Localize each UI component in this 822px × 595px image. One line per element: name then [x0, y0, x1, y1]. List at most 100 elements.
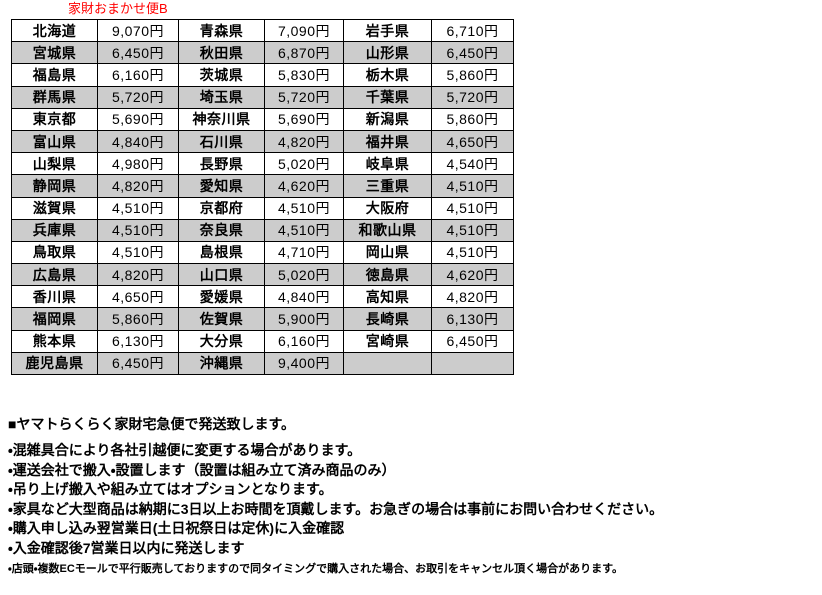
table-row: 福島県 6,160円 茨城県 5,830円 栃木県 5,860円: [11, 63, 514, 87]
prefecture-name-cell: 佐賀県: [178, 307, 265, 331]
shipping-fee-cell: 4,620円: [431, 263, 514, 287]
shipping-fee-cell: 6,130円: [431, 307, 514, 331]
table-row: 群馬県 5,720円 埼玉県 5,720円 千葉県 5,720円: [11, 85, 514, 109]
table-row: 熊本県 6,130円 大分県 6,160円 宮崎県 6,450円: [11, 329, 514, 353]
prefecture-name-cell: 宮城県: [11, 41, 98, 65]
shipping-fee-cell: 6,450円: [97, 41, 179, 65]
table-row: 山梨県 4,980円 長野県 5,020円 岐阜県 4,540円: [11, 152, 514, 176]
shipping-fee-cell: 4,510円: [97, 196, 179, 220]
prefecture-name-cell: 鹿児島県: [11, 351, 98, 376]
prefecture-name-cell: 石川県: [178, 129, 265, 154]
prefecture-name-cell: 埼玉県: [178, 85, 265, 109]
prefecture-name-cell: 福井県: [343, 129, 432, 154]
table-row: 東京都 5,690円 神奈川県 5,690円 新潟県 5,860円: [11, 107, 514, 131]
shipping-fee-cell: 5,020円: [264, 263, 344, 287]
shipping-fee-cell: 4,820円: [97, 263, 179, 287]
shipping-fee-cell: 4,650円: [431, 129, 514, 154]
table-row: 広島県 4,820円 山口県 5,020円 徳島県 4,620円: [11, 263, 514, 287]
empty-cell: [431, 351, 514, 376]
table-row: 宮城県 6,450円 秋田県 6,870円 山形県 6,450円: [11, 41, 514, 65]
shipping-fee-cell: 4,510円: [431, 218, 514, 242]
shipping-fee-cell: 5,720円: [431, 85, 514, 109]
shipping-fee-cell: 4,510円: [431, 196, 514, 220]
shipping-fee-cell: 6,710円: [431, 18, 514, 43]
prefecture-name-cell: 大阪府: [343, 196, 432, 220]
shipping-fee-cell: 6,870円: [264, 41, 344, 65]
shipping-fee-cell: 5,020円: [264, 152, 344, 176]
prefecture-name-cell: 静岡県: [11, 174, 98, 198]
prefecture-name-cell: 熊本県: [11, 329, 98, 353]
shipping-fee-cell: 6,160円: [97, 63, 179, 87]
prefecture-name-cell: 長野県: [178, 152, 265, 176]
shipping-fee-cell: 4,540円: [431, 152, 514, 176]
table-row: 北海道 9,070円 青森県 7,090円 岩手県 6,710円: [11, 18, 514, 43]
prefecture-name-cell: 滋賀県: [11, 196, 98, 220]
prefecture-name-cell: 神奈川県: [178, 107, 265, 131]
shipping-fee-cell: 4,980円: [97, 152, 179, 176]
shipping-fee-cell: 4,650円: [97, 285, 179, 309]
shipping-fee-cell: 5,690円: [264, 107, 344, 131]
prefecture-name-cell: 秋田県: [178, 41, 265, 65]
empty-cell: [343, 351, 432, 376]
prefecture-name-cell: 島根県: [178, 240, 265, 265]
shipping-fee-cell: 5,720円: [97, 85, 179, 109]
prefecture-name-cell: 宮崎県: [343, 329, 432, 353]
prefecture-name-cell: 岩手県: [343, 18, 432, 43]
prefecture-name-cell: 山口県: [178, 263, 265, 287]
prefecture-name-cell: 栃木県: [343, 63, 432, 87]
shipping-fee-cell: 4,820円: [264, 129, 344, 154]
shipping-note-item: ・購入申し込み翌営業日(土日祝祭日は定休)に入金確認: [8, 520, 345, 536]
table-row: 福岡県 5,860円 佐賀県 5,900円 長崎県 6,130円: [11, 307, 514, 331]
shipping-fee-cell: 5,900円: [264, 307, 344, 331]
table-row: 香川県 4,650円 愛媛県 4,840円 高知県 4,820円: [11, 285, 514, 309]
prefecture-name-cell: 和歌山県: [343, 218, 432, 242]
shipping-fee-cell: 4,840円: [264, 285, 344, 309]
prefecture-name-cell: 兵庫県: [11, 218, 98, 242]
table-row: 滋賀県 4,510円 京都府 4,510円 大阪府 4,510円: [11, 196, 514, 220]
shipping-note-item: ・家具など大型商品は納期に3日以上お時間を頂戴します。お急ぎの場合は事前にお問い…: [8, 500, 664, 517]
shipping-note-item: ・混雑具合により各社引越便に変更する場合があります。: [8, 442, 362, 458]
shipping-plan-title: 家財おまかせ便B: [68, 1, 168, 16]
shipping-note-item: ・吊り上げ搬入や組み立てはオプションとなります。: [8, 481, 333, 497]
shipping-fee-table-body: 北海道 9,070円 青森県 7,090円 岩手県 6,710円 宮城県 6,450円 秋田県 6…: [11, 18, 514, 376]
shipping-fee-cell: 4,510円: [264, 218, 344, 242]
prefecture-name-cell: 徳島県: [343, 263, 432, 287]
shipping-fee-cell: 6,130円: [97, 329, 179, 353]
prefecture-name-cell: 茨城県: [178, 63, 265, 87]
shipping-notes-heading: ■ヤマトらくらく家財宅急便で発送致します。: [8, 416, 296, 432]
shipping-fee-cell: 4,510円: [431, 240, 514, 265]
shipping-fee-cell: 9,070円: [97, 18, 179, 43]
prefecture-name-cell: 東京都: [11, 107, 98, 131]
prefecture-name-cell: 福岡県: [11, 307, 98, 331]
prefecture-name-cell: 京都府: [178, 196, 265, 220]
shipping-fee-cell: 7,090円: [264, 18, 344, 43]
shipping-fee-cell: 4,510円: [431, 174, 514, 198]
prefecture-name-cell: 群馬県: [11, 85, 98, 109]
prefecture-name-cell: 福島県: [11, 63, 98, 87]
prefecture-name-cell: 山梨県: [11, 152, 98, 176]
shipping-note-fine-print: ・店頭・複数ECモールで平行販売しておりますので同タイミングで購入された場合、お…: [8, 563, 623, 575]
prefecture-name-cell: 千葉県: [343, 85, 432, 109]
shipping-fee-cell: 4,820円: [431, 285, 514, 309]
prefecture-name-cell: 大分県: [178, 329, 265, 353]
prefecture-name-cell: 愛媛県: [178, 285, 265, 309]
shipping-fee-cell: 5,690円: [97, 107, 179, 131]
prefecture-name-cell: 富山県: [11, 129, 98, 154]
table-row: 鹿児島県 6,450円 沖縄県 9,400円: [11, 351, 514, 376]
prefecture-name-cell: 鳥取県: [11, 240, 98, 265]
prefecture-name-cell: 新潟県: [343, 107, 432, 131]
table-row: 鳥取県 4,510円 島根県 4,710円 岡山県 4,510円: [11, 240, 514, 265]
shipping-fee-cell: 9,400円: [264, 351, 344, 376]
shipping-notes-block: ■ヤマトらくらく家財宅急便で発送致します。 ・混雑具合により各社引越便に変更する…: [8, 414, 818, 579]
shipping-fee-cell: 5,830円: [264, 63, 344, 87]
shipping-fee-cell: 5,860円: [431, 107, 514, 131]
table-row: 富山県 4,840円 石川県 4,820円 福井県 4,650円: [11, 129, 514, 154]
prefecture-name-cell: 長崎県: [343, 307, 432, 331]
shipping-fee-cell: 4,710円: [264, 240, 344, 265]
shipping-notes-list: ・混雑具合により各社引越便に変更する場合があります。 ・運送会社で搬入・設置します…: [8, 441, 818, 579]
prefecture-name-cell: 沖縄県: [178, 351, 265, 376]
shipping-fee-cell: 6,450円: [431, 41, 514, 65]
shipping-fee-cell: 5,860円: [97, 307, 179, 331]
shipping-fee-cell: 4,510円: [97, 218, 179, 242]
shipping-fee-cell: 6,450円: [431, 329, 514, 353]
